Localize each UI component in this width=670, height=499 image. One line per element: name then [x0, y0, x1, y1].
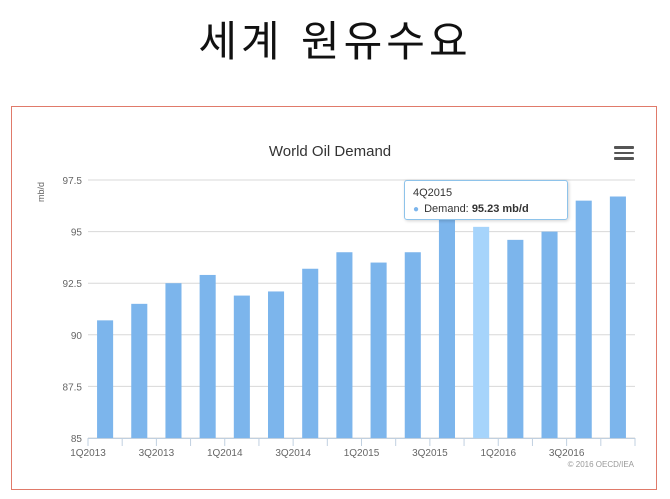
x-tick-label: 1Q2014 [207, 448, 243, 459]
x-tick-label: 1Q2013 [70, 448, 106, 459]
tooltip-series-label: Demand: [424, 203, 469, 215]
hamburger-menu-icon[interactable] [614, 146, 634, 162]
bar-3Q2014[interactable] [302, 268, 319, 438]
x-tick-label: 3Q2016 [549, 448, 585, 459]
bar-4Q2013[interactable] [199, 274, 216, 438]
y-tick-label: 90 [71, 331, 83, 342]
chart-credits: © 2016 OECD/IEA [568, 460, 635, 469]
bar-3Q2013[interactable] [165, 283, 182, 438]
bar-4Q2014[interactable] [336, 252, 353, 438]
bar-1Q2013[interactable] [97, 320, 114, 438]
tooltip: 4Q2015 ● Demand: 95.23 mb/d [404, 180, 568, 220]
bar-2Q2014[interactable] [267, 291, 285, 438]
bar-2Q2015[interactable] [404, 252, 421, 438]
page-title: 세계 원유수요 [198, 17, 472, 66]
y-tick-label: 87.5 [63, 382, 83, 393]
bar-1Q2015[interactable] [370, 262, 387, 438]
tooltip-period: 4Q2015 [413, 187, 453, 199]
tooltip-series-dot-icon: ● [413, 204, 420, 215]
bar-3Q2016[interactable] [575, 200, 592, 438]
bar-1Q2014[interactable] [233, 295, 250, 438]
y-tick-label: 85 [71, 434, 83, 445]
chart-title: World Oil Demand [269, 143, 391, 160]
x-tick-label: 3Q2013 [139, 448, 175, 459]
tooltip-value: 95.23 mb/d [471, 203, 529, 215]
x-tick-label: 3Q2015 [412, 448, 448, 459]
y-axis-label: mb/d [36, 182, 46, 202]
bar-2Q2013[interactable] [131, 303, 148, 438]
x-tick-label: 1Q2015 [344, 448, 380, 459]
bar-4Q2016[interactable] [609, 196, 626, 438]
y-tick-label: 97.5 [63, 176, 83, 187]
y-tick-label: 92.5 [63, 279, 83, 290]
bar-3Q2015[interactable] [438, 219, 456, 438]
x-tick-label: 1Q2016 [480, 448, 516, 459]
bar-2Q2016[interactable] [541, 231, 558, 438]
bar-1Q2016[interactable] [507, 239, 524, 438]
x-tick-label: 3Q2014 [275, 448, 311, 459]
y-tick-label: 95 [71, 228, 83, 239]
bar-4Q2015[interactable] [473, 226, 490, 438]
